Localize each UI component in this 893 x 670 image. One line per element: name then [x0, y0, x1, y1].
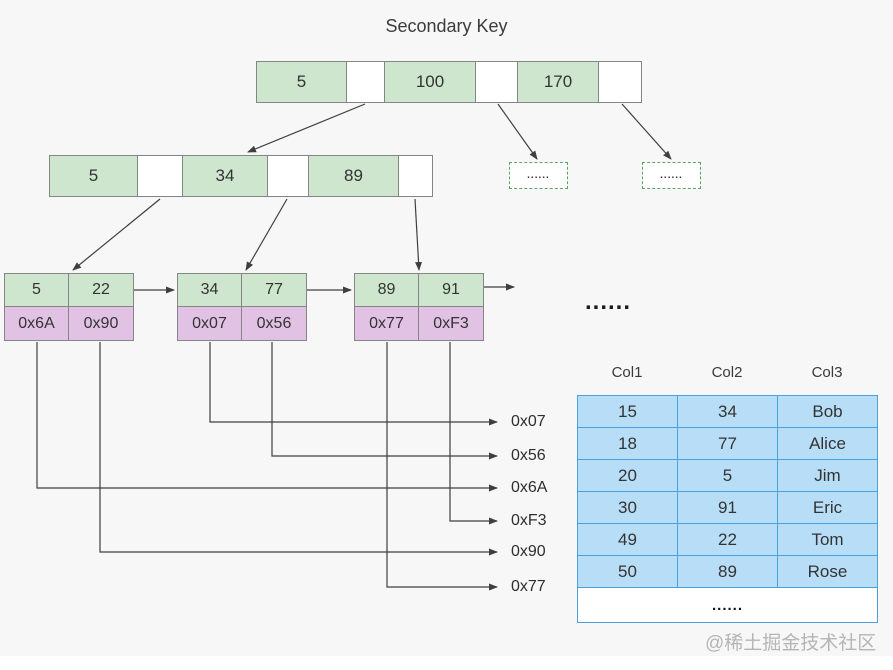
- arrow-root-to-dashed-2: [621, 103, 672, 160]
- bottom-strip: [0, 656, 893, 670]
- pointer-line-0x77: [386, 342, 498, 591]
- leaf-key-cell: 34: [178, 274, 242, 307]
- table-cell: 77: [677, 427, 778, 460]
- table-row: 18 77 Alice: [577, 427, 878, 460]
- leaf-pointer-cell: 0x77: [355, 307, 419, 340]
- internal-key-cell: 5: [50, 156, 138, 196]
- pointer-label: 0x07: [511, 413, 546, 430]
- table-cell: Eric: [777, 491, 878, 524]
- leaf-key-cell: 89: [355, 274, 419, 307]
- root-pointer-cell: [599, 62, 641, 102]
- data-table: 15 34 Bob 18 77 Alice 20 5 Jim 30 91 Eri…: [577, 395, 878, 623]
- internal-key-cell: 34: [183, 156, 268, 196]
- table-header-row: Col1 Col2 Col3: [577, 364, 878, 381]
- table-row: 30 91 Eric: [577, 491, 878, 524]
- table-cell: 15: [577, 395, 678, 428]
- diagram-title: Secondary Key: [385, 16, 508, 36]
- pointer-line-0x6A: [36, 342, 498, 492]
- arrow-internal-to-leaf-2: [245, 198, 288, 271]
- table-header: Col3: [811, 364, 843, 381]
- dashed-subtree-box: ......: [509, 162, 568, 189]
- table-cell: 89: [677, 555, 778, 588]
- leaf-pointer-cell: 0x56: [242, 307, 306, 340]
- leaf-node-1: 5 22 0x6A 0x90: [4, 273, 134, 341]
- arrow-root-to-internal: [247, 103, 366, 153]
- table-header: Col2: [711, 364, 743, 381]
- leaf-chain-ellipsis: ......: [585, 288, 632, 315]
- leaf-pointer-cell: 0xF3: [419, 307, 483, 340]
- table-cell: 20: [577, 459, 678, 492]
- dashed-subtree-box: ......: [642, 162, 701, 189]
- leaf-key-cell: 91: [419, 274, 483, 307]
- root-key-cell: 100: [385, 62, 476, 102]
- table-footer-cell: ......: [577, 587, 878, 623]
- leaf-pointer-cell: 0x90: [69, 307, 133, 340]
- table-cell: Tom: [777, 523, 878, 556]
- table-row: 49 22 Tom: [577, 523, 878, 556]
- leaf-pointer-cell: 0x07: [178, 307, 242, 340]
- table-cell: Bob: [777, 395, 878, 428]
- table-cell: 49: [577, 523, 678, 556]
- arrow-internal-to-leaf-3: [414, 198, 423, 271]
- root-key-cell: 170: [518, 62, 599, 102]
- pointer-label: 0xF3: [511, 512, 547, 529]
- watermark: @稀土掘金技术社区: [705, 633, 877, 654]
- pointer-label: 0x90: [511, 543, 546, 560]
- internal-pointer-cell: [399, 156, 432, 196]
- pointer-label: 0x77: [511, 578, 546, 595]
- pointer-label: 0x56: [511, 447, 546, 464]
- table-row: 20 5 Jim: [577, 459, 878, 492]
- table-row: 50 89 Rose: [577, 555, 878, 588]
- pointer-line-0x56: [271, 342, 498, 460]
- pointer-line-0xF3: [449, 342, 498, 525]
- root-pointer-cell: [347, 62, 385, 102]
- leaf-key-cell: 22: [69, 274, 133, 307]
- table-row: 15 34 Bob: [577, 395, 878, 428]
- leaf-key-cell: 77: [242, 274, 306, 307]
- table-cell: 50: [577, 555, 678, 588]
- arrow-root-to-dashed-1: [497, 103, 538, 160]
- table-cell: 5: [677, 459, 778, 492]
- table-footer-row: ......: [577, 587, 878, 623]
- internal-pointer-cell: [268, 156, 309, 196]
- root-node: 5 100 170: [256, 61, 642, 103]
- table-cell: 91: [677, 491, 778, 524]
- pointer-line-0x90: [99, 342, 498, 556]
- table-cell: 34: [677, 395, 778, 428]
- arrow-internal-to-leaf-1: [72, 198, 161, 271]
- table-cell: 18: [577, 427, 678, 460]
- table-cell: Rose: [777, 555, 878, 588]
- root-key-cell: 5: [257, 62, 347, 102]
- root-pointer-cell: [476, 62, 518, 102]
- table-cell: 22: [677, 523, 778, 556]
- table-header: Col1: [611, 364, 643, 381]
- leaf-pointer-cell: 0x6A: [5, 307, 69, 340]
- internal-pointer-cell: [138, 156, 183, 196]
- leaf-node-3: 89 91 0x77 0xF3: [354, 273, 484, 341]
- pointer-line-0x07: [209, 342, 498, 426]
- internal-node: 5 34 89: [49, 155, 433, 197]
- table-cell: 30: [577, 491, 678, 524]
- pointer-label: 0x6A: [511, 479, 548, 496]
- internal-key-cell: 89: [309, 156, 399, 196]
- table-cell: Jim: [777, 459, 878, 492]
- leaf-node-2: 34 77 0x07 0x56: [177, 273, 307, 341]
- leaf-key-cell: 5: [5, 274, 69, 307]
- table-cell: Alice: [777, 427, 878, 460]
